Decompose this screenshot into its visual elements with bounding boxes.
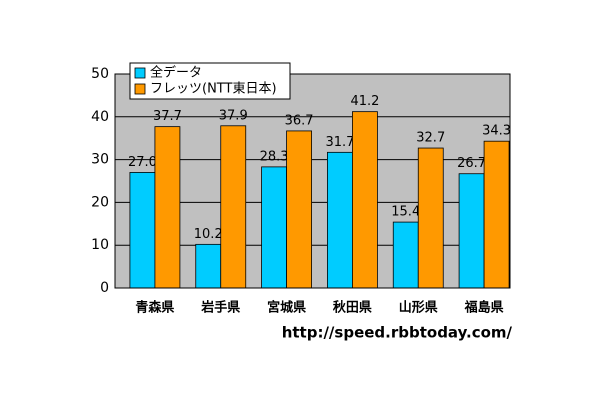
legend-label: フレッツ(NTT東日本) [150,81,277,97]
x-tick-label: 福島県 [464,300,504,316]
y-tick-label: 30 [91,152,109,168]
annotation: http://speed.rbbtoday.com/ [282,324,513,342]
plot-area [115,74,510,288]
bar [392,221,419,289]
plot-border [114,73,511,289]
x-tick-label: 青森県 [135,300,174,316]
y-tick-label: 10 [91,237,109,253]
bar [154,126,181,289]
bar [261,166,287,289]
x-tick-label: 岩手県 [200,300,240,316]
value-label: 26.7 [457,156,486,171]
bar [129,172,156,289]
bar [417,147,444,289]
bar [286,130,312,289]
value-label: 37.7 [153,109,182,124]
y-tick-label: 50 [91,66,109,82]
y-tick-label: 0 [100,280,109,296]
value-label: 31.7 [325,135,354,150]
x-tick-label: 宮城県 [267,300,306,316]
bar [327,151,353,289]
value-label: 36.7 [285,113,314,128]
y-tick-label: 20 [91,194,109,210]
x-tick-label: 山形県 [399,300,438,316]
value-label: 28.3 [260,149,289,164]
value-label: 32.7 [416,131,445,146]
legend-swatch [134,67,146,79]
value-label: 10.2 [194,227,223,242]
bar [220,125,247,289]
value-label: 15.4 [391,205,420,220]
x-tick-label: 秋田県 [333,300,372,316]
legend-label: 全データ [150,65,202,81]
bar [352,111,378,289]
bar [458,173,485,289]
value-label: 41.2 [350,94,379,109]
value-label: 27.0 [128,155,157,170]
bar [483,140,510,289]
value-label: 37.9 [219,108,248,123]
legend-box [129,62,291,100]
bar [195,243,222,289]
y-tick-label: 40 [91,109,109,125]
value-label: 34.3 [482,124,511,139]
legend-swatch [134,83,146,95]
